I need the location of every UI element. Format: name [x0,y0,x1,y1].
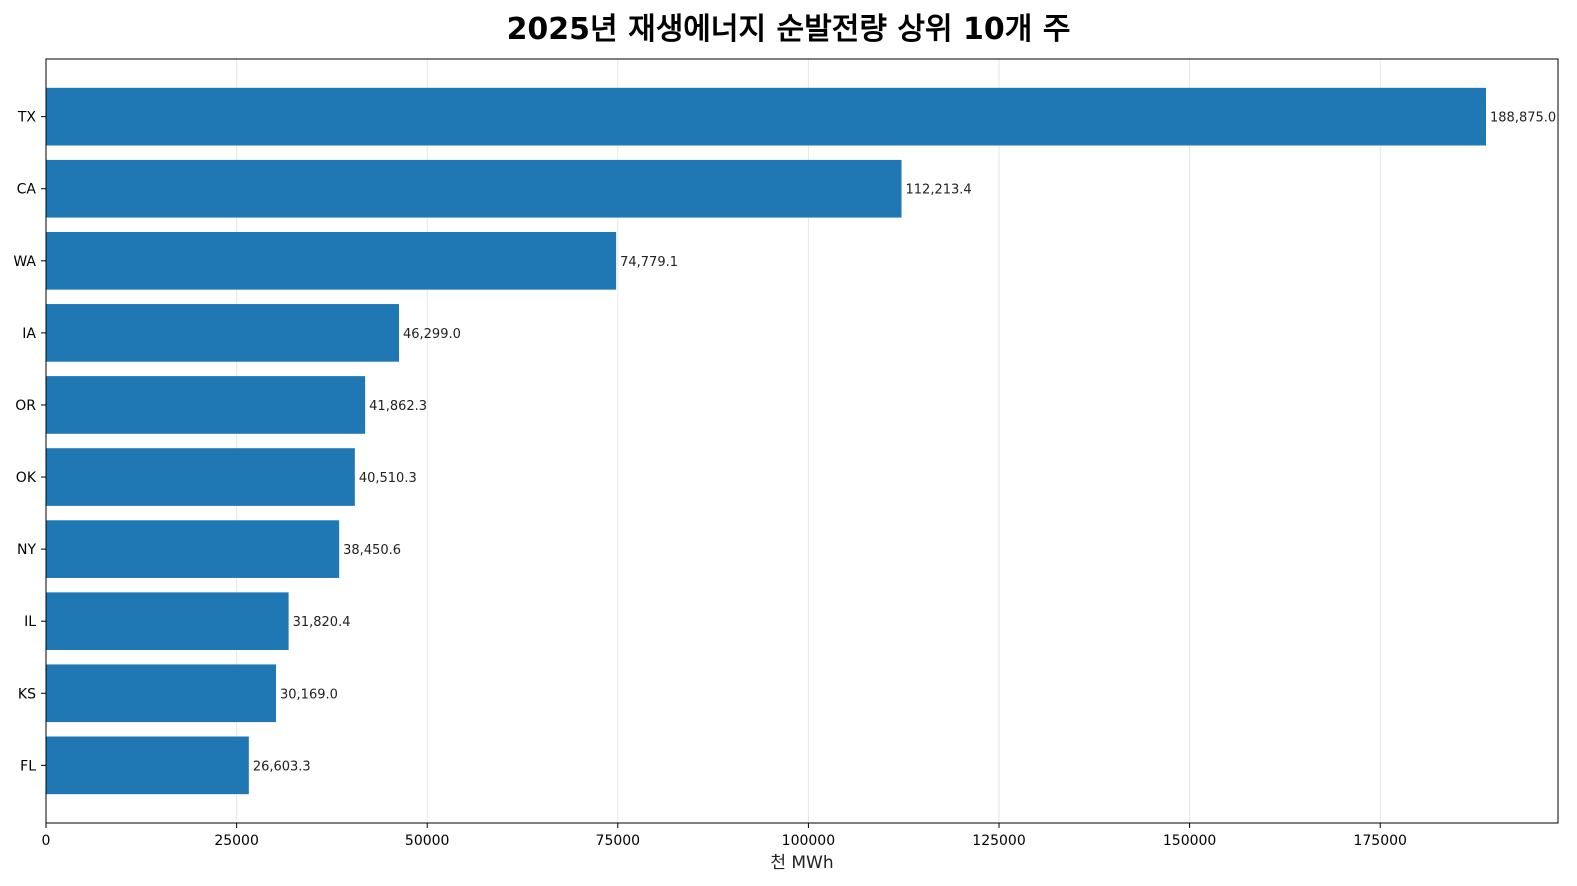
y-axis-ticks: TX CA WA IA OR OK NY IL KS FL [13,110,46,774]
y-tick-label: IL [24,614,36,630]
bars [46,87,1486,795]
bar-value-label: 26,603.3 [253,759,311,774]
y-tick-label: OR [15,398,36,414]
plot-frame [45,58,1559,824]
y-tick-label: NY [17,542,36,558]
y-tick-label: WA [13,254,36,270]
x-tick-label: 125000 [972,833,1025,849]
y-tick-label: FL [20,758,36,774]
bar-value-label: 38,450.6 [343,543,401,558]
bar-value-label: 46,299.0 [403,327,461,342]
x-tick-label: 100000 [782,833,835,849]
y-tick-label: KS [18,686,36,702]
bar-tx [46,87,1486,146]
bar-fl [46,736,249,795]
chart-title: 2025년 재생에너지 순발전량 상위 10개 주 [506,12,1071,47]
bar-wa [46,231,617,290]
bar-value-labels: 188,875.0 112,213.4 74,779.1 46,299.0 41,862… [253,111,1556,775]
bar-ca [46,159,902,218]
bar-ks [46,664,277,723]
bar-ok [46,448,355,506]
y-tick-label: IA [22,326,36,342]
x-tick-label: 150000 [1163,833,1216,849]
bar-ia [46,304,399,362]
x-tick-label: 75000 [596,833,641,849]
bar-value-label: 188,875.0 [1490,111,1556,126]
y-tick-label: TX [17,110,37,126]
x-tick-label: 25000 [214,833,259,849]
bar-value-label: 31,820.4 [293,615,351,630]
y-tick-label: OK [16,470,37,486]
bar-il [46,592,289,651]
x-tick-label: 175000 [1353,833,1406,849]
bar-value-label: 112,213.4 [906,183,972,198]
bar-value-label: 41,862.3 [369,399,427,414]
x-tick-label: 50000 [405,833,450,849]
y-tick-label: CA [17,182,37,198]
bar-value-label: 30,169.0 [280,687,338,702]
bar-ny [46,520,340,578]
x-axis-label: 천 MWh [770,853,833,873]
bar-value-label: 74,779.1 [620,255,678,270]
bar-or [46,376,366,434]
x-tick-label: 0 [42,833,51,849]
bar-value-label: 40,510.3 [359,471,417,486]
x-axis-ticks: 0 25000 50000 75000 100000 125000 150000 175000 [42,823,1407,849]
